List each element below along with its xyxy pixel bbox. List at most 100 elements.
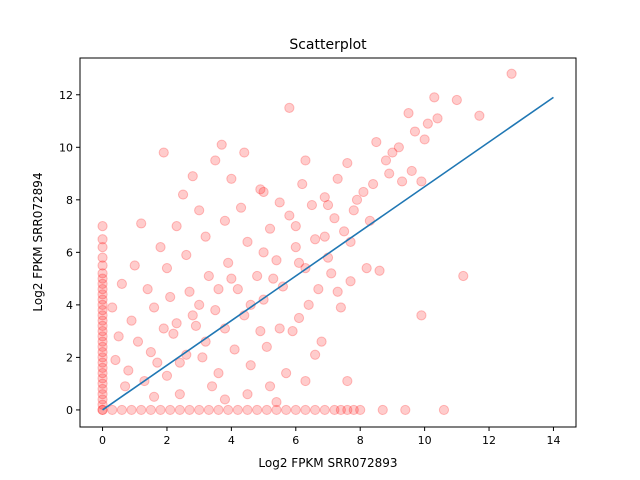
data-point [348, 404, 359, 416]
data-point [367, 178, 379, 190]
y-tick-label: 12 [59, 89, 73, 102]
data-point [206, 381, 218, 392]
data-point [213, 368, 224, 379]
data-point [161, 370, 173, 381]
data-point [300, 155, 311, 166]
data-point [361, 263, 372, 274]
data-point [416, 176, 427, 187]
y-tick-label: 4 [66, 299, 73, 312]
data-point [371, 136, 382, 148]
data-point [335, 302, 346, 313]
data-point [329, 404, 340, 416]
data-point [393, 142, 404, 153]
x-tick-label: 4 [228, 434, 235, 447]
data-point [97, 260, 108, 271]
data-point [97, 336, 108, 347]
data-point [300, 375, 311, 387]
data-point [97, 242, 108, 253]
data-point [274, 323, 285, 334]
data-point [165, 404, 176, 416]
data-point [97, 310, 108, 321]
data-point [290, 404, 301, 416]
data-point [110, 354, 121, 366]
data-point [97, 352, 108, 363]
data-point [387, 147, 398, 158]
data-point [332, 286, 343, 297]
data-point [145, 404, 156, 416]
data-point [326, 268, 337, 279]
fit-line-segment [102, 96, 554, 411]
x-tick-label: 8 [357, 434, 364, 447]
data-point [187, 171, 198, 182]
data-point [168, 328, 179, 339]
data-point [107, 404, 118, 416]
data-point [116, 404, 127, 416]
data-point [319, 231, 330, 242]
data-point [284, 210, 295, 221]
data-point [239, 147, 250, 158]
data-point [148, 302, 160, 313]
data-point [171, 220, 182, 232]
data-point [216, 139, 227, 150]
data-point [97, 268, 108, 279]
data-point [284, 102, 295, 114]
data-point [119, 381, 131, 392]
data-point [97, 220, 108, 232]
data-point [219, 394, 231, 405]
data-point [210, 155, 221, 166]
data-point [380, 155, 392, 166]
data-point [161, 263, 173, 274]
data-point [184, 286, 195, 297]
x-tick-label: 0 [99, 434, 106, 447]
data-point [396, 176, 408, 187]
data-point [97, 278, 108, 289]
data-point [223, 404, 234, 416]
data-point [97, 273, 108, 284]
data-point [335, 404, 346, 416]
data-point [281, 368, 292, 379]
y-axis-label: Log2 FPKM SRR072894 [31, 172, 45, 311]
data-point [174, 357, 185, 368]
data-point [293, 312, 305, 324]
data-point [242, 389, 253, 400]
data-point [313, 284, 324, 295]
data-point [155, 242, 166, 253]
x-tick-label: 14 [546, 434, 560, 447]
data-point [348, 205, 359, 216]
data-point [187, 310, 198, 321]
data-point [303, 299, 314, 310]
data-point [261, 404, 272, 416]
data-point [300, 404, 311, 416]
data-point [97, 305, 108, 316]
data-point [297, 178, 308, 190]
data-point [271, 396, 282, 408]
data-point [97, 357, 108, 368]
data-point [213, 404, 224, 416]
x-axis-label: Log2 FPKM SRR072893 [258, 456, 397, 470]
data-point [97, 299, 108, 310]
data-point [258, 247, 269, 258]
data-point [422, 118, 433, 129]
data-point [232, 404, 243, 416]
data-point [310, 234, 321, 245]
data-point [281, 404, 292, 416]
data-point [274, 197, 285, 208]
data-point [271, 255, 282, 266]
data-point [245, 360, 256, 371]
data-point [293, 257, 305, 268]
data-point [200, 231, 211, 242]
data-point [351, 194, 363, 205]
data-point [97, 389, 108, 400]
data-point [97, 368, 108, 379]
data-point [255, 184, 266, 195]
data-point [203, 404, 214, 416]
data-point [107, 302, 118, 313]
data-point [342, 375, 353, 387]
data-point [319, 192, 330, 203]
data-point [310, 349, 321, 360]
data-point [197, 352, 208, 363]
data-point [319, 404, 330, 416]
data-point [194, 299, 205, 310]
data-point [152, 357, 163, 368]
